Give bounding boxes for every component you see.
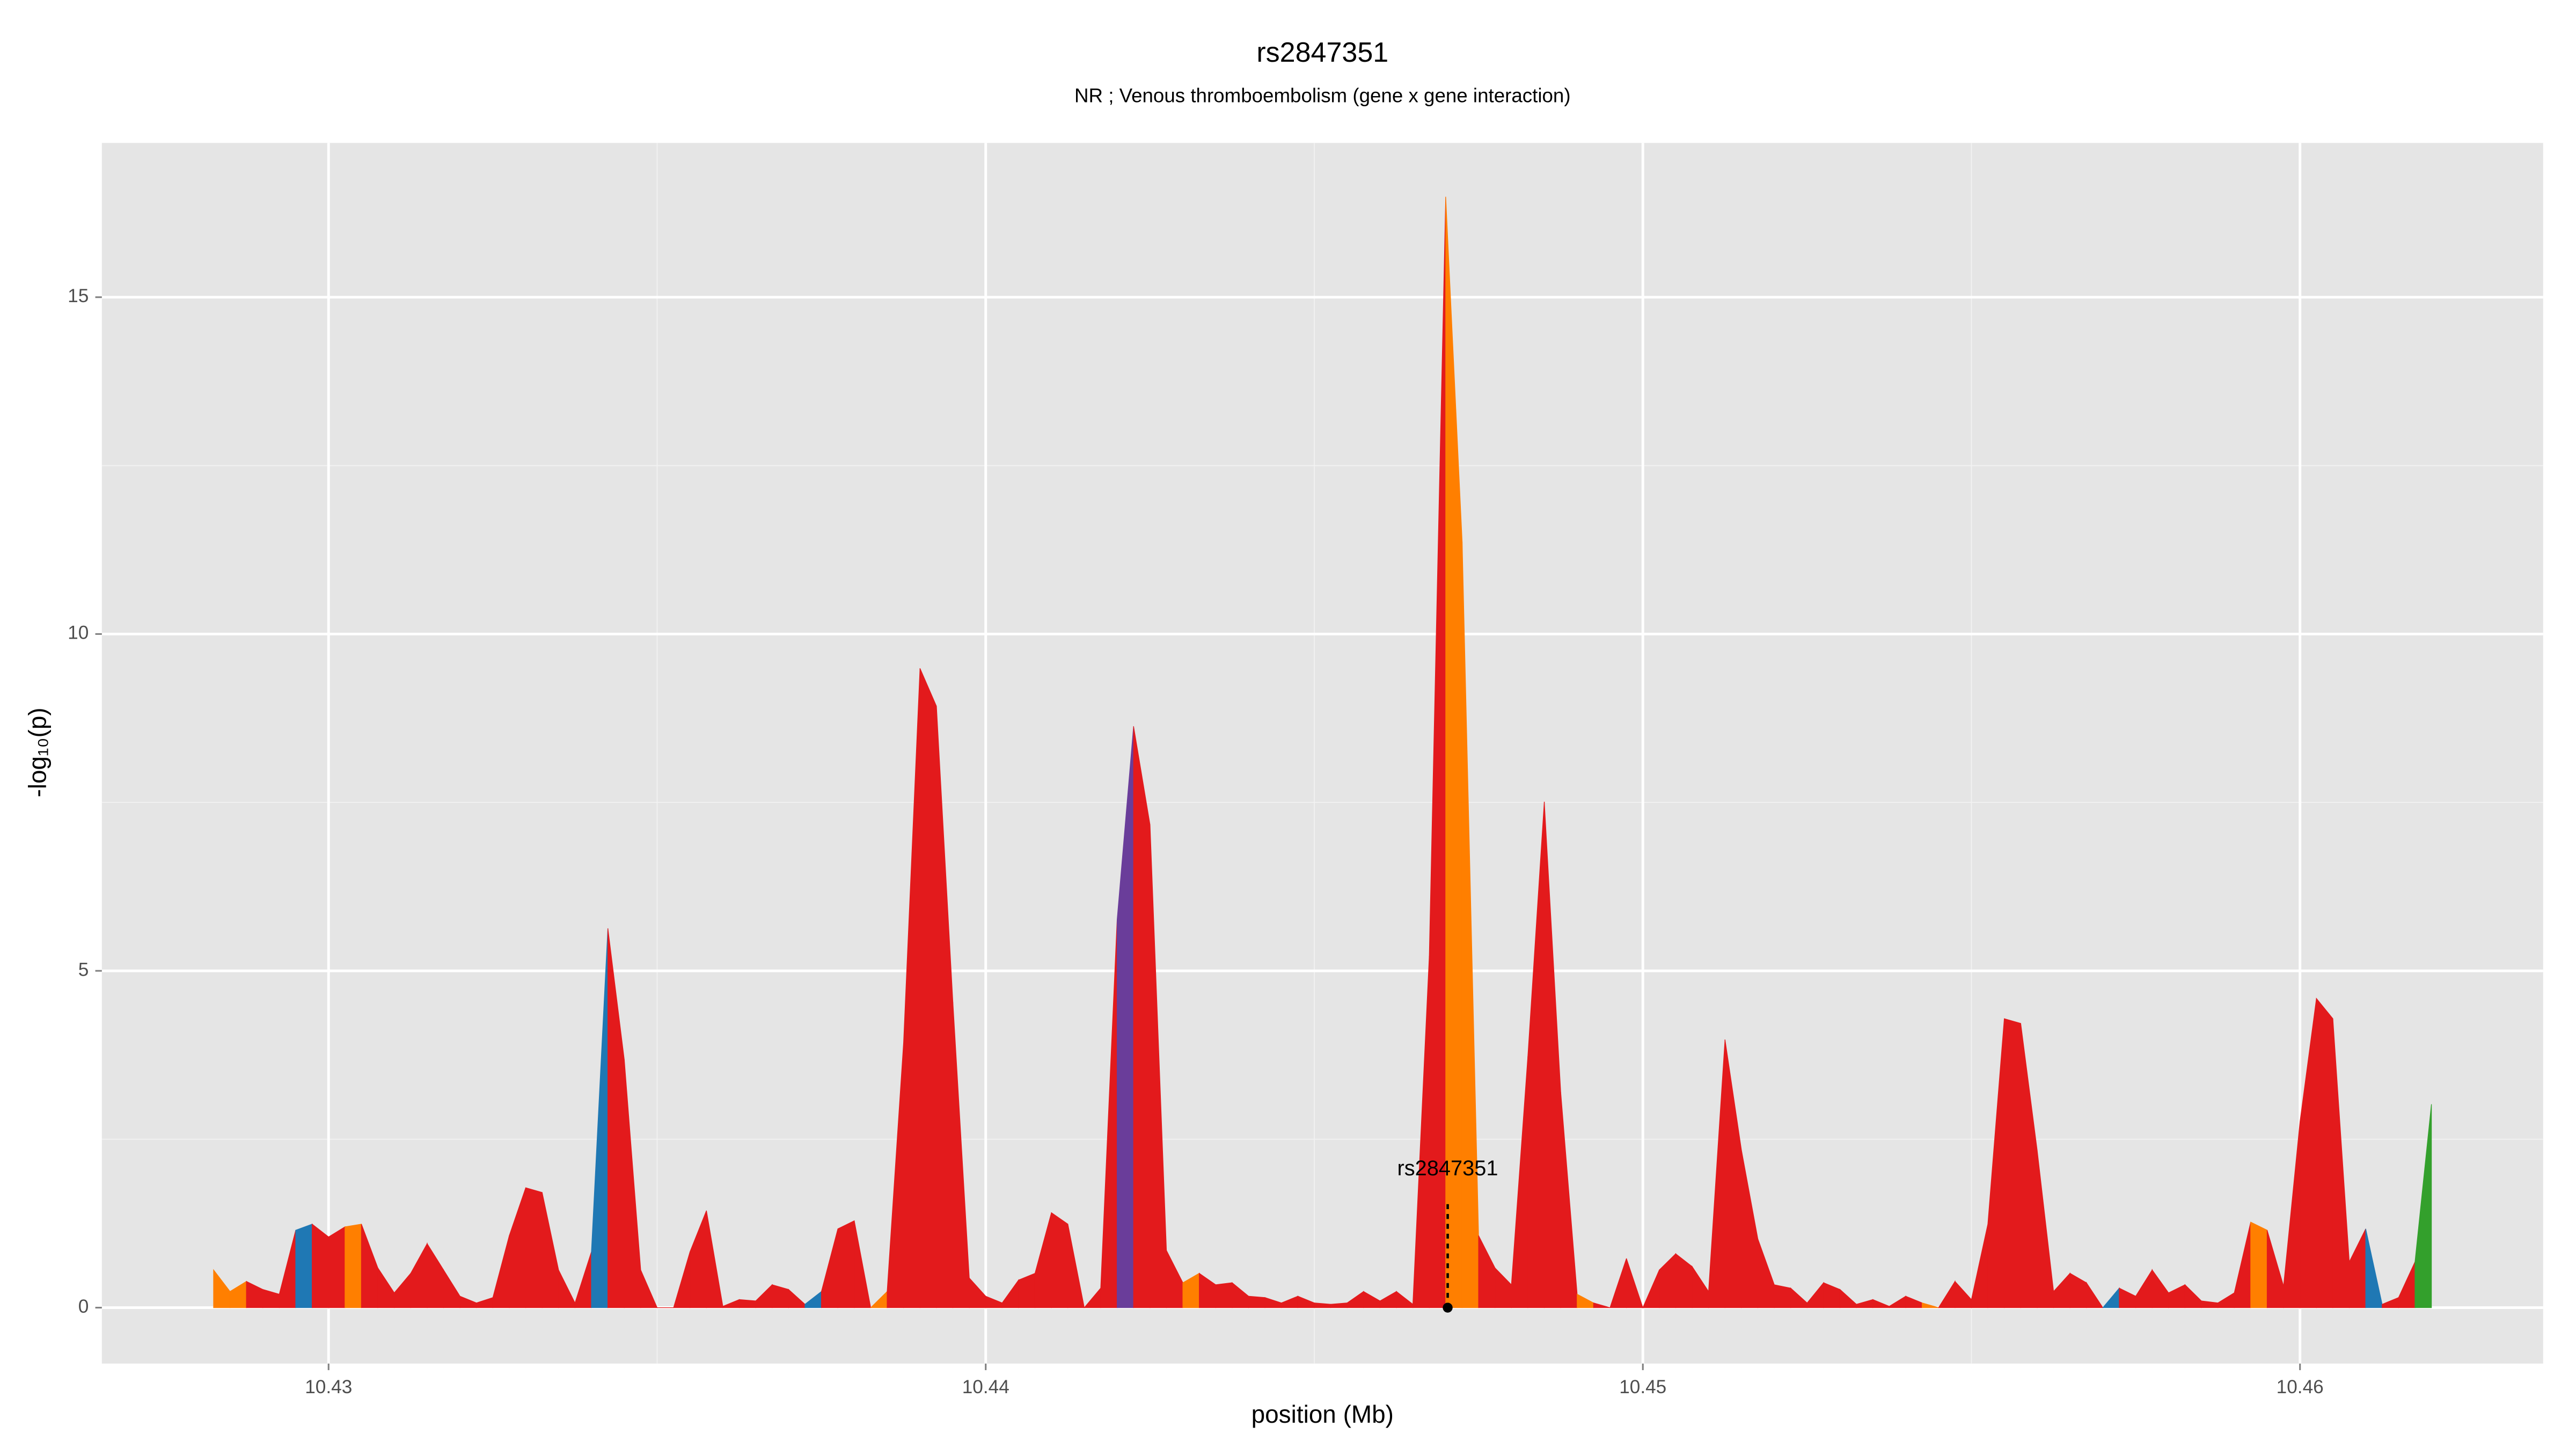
area-segment	[2250, 1221, 2268, 1308]
area-segment	[640, 1270, 658, 1308]
area-segment	[1248, 1296, 1265, 1308]
chart-subtitle: NR ; Venous thromboembolism (gene x gene…	[1074, 84, 1571, 106]
area-segment	[1922, 1302, 1939, 1308]
area-segment	[1774, 1284, 1791, 1308]
area-segment	[1626, 1258, 1644, 1308]
area-segment	[295, 1224, 313, 1308]
annotation: rs2847351	[1397, 1157, 1498, 1313]
area-segment	[1051, 1212, 1069, 1308]
plot-panel	[101, 143, 2543, 1364]
y-tick-label: 0	[78, 1296, 89, 1317]
x-tick-label: 10.43	[305, 1377, 352, 1397]
x-tick-label: 10.44	[962, 1377, 1009, 1397]
x-tick-label: 10.46	[2277, 1377, 2324, 1397]
area-segment	[2086, 1282, 2104, 1308]
area-segment	[1215, 1282, 1233, 1308]
marks	[213, 196, 2432, 1308]
area-segment	[2414, 1104, 2432, 1308]
area-segment	[345, 1224, 362, 1308]
y-tick-label: 10	[68, 623, 89, 643]
y-tick-label: 15	[68, 286, 89, 306]
area-segment	[312, 1223, 329, 1308]
area-segment	[1133, 726, 1151, 1308]
y-axis-title: -log₁₀(p)	[24, 707, 52, 797]
area-segment	[919, 668, 937, 1308]
area-segment	[2316, 997, 2333, 1308]
area-segment	[2004, 1018, 2021, 1308]
area-segment	[837, 1220, 855, 1308]
annotation-label: rs2847351	[1397, 1157, 1498, 1180]
annotation-point	[1443, 1302, 1453, 1313]
area-segment	[1067, 1224, 1085, 1308]
x-axis-title: position (Mb)	[1252, 1400, 1394, 1428]
area-segment	[328, 1226, 346, 1308]
x-tick-label: 10.45	[1619, 1377, 1666, 1397]
y-tick-label: 5	[78, 959, 89, 980]
chart-title: rs2847351	[1256, 37, 1388, 68]
area-segment	[1593, 1302, 1611, 1308]
area-segment	[854, 1220, 872, 1308]
area-segment	[525, 1187, 543, 1308]
area-segment	[738, 1299, 756, 1308]
